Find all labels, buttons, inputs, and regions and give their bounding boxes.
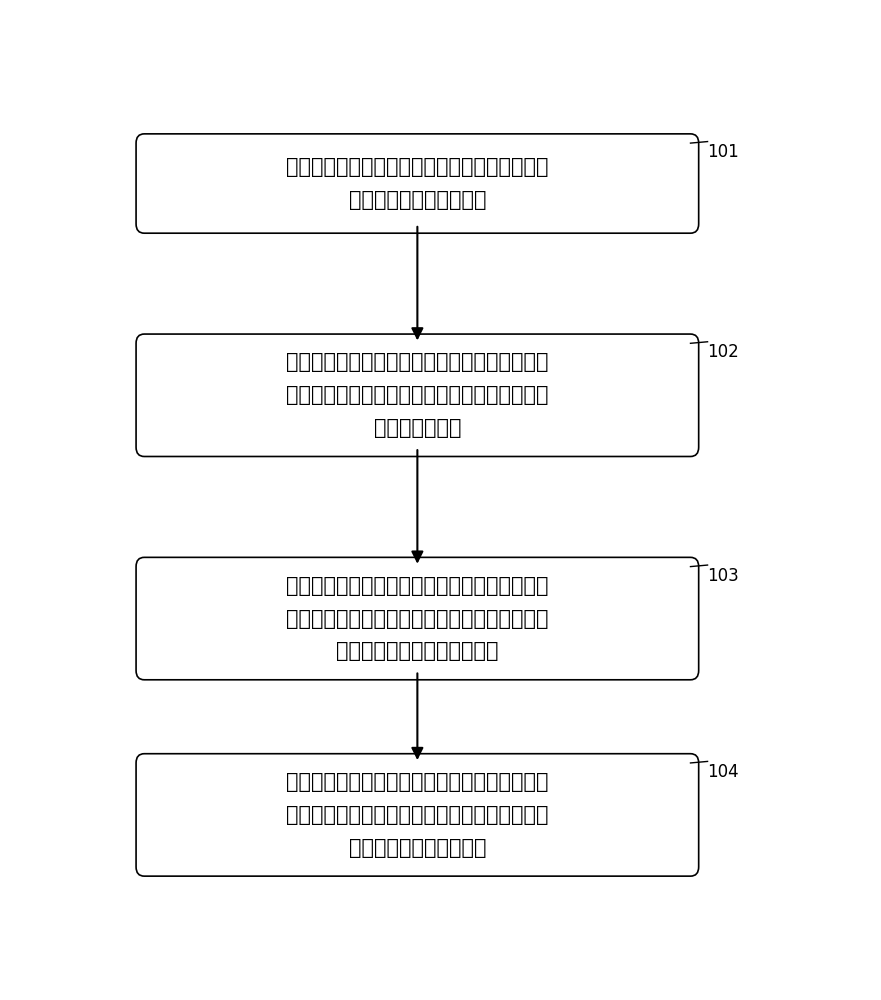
FancyBboxPatch shape [136,134,699,233]
Text: 根据有限元法分析电机的初步设计模型中影响电
机的齿槽转矩的参数，并选取可削弱电机的齿槽
转矩的参数数值: 根据有限元法分析电机的初步设计模型中影响电 机的齿槽转矩的参数，并选取可削弱电机… [286,352,549,438]
Text: 103: 103 [707,567,739,585]
Text: 根据参数数值对电机进行径向电磁力波的求解，
求出电机的定子齿部所受到的径向力波，并将获
得的求解结果进行谐响应分析: 根据参数数值对电机进行径向电磁力波的求解， 求出电机的定子齿部所受到的径向力波，… [286,576,549,661]
Text: 102: 102 [707,343,739,361]
Text: 101: 101 [707,143,739,161]
Text: 根据谐响应分析得到的振动加速度，将振动加速
度输出到电机的定子外壳，进行声场分析，获得
电机周围的噪声分布情况: 根据谐响应分析得到的振动加速度，将振动加速 度输出到电机的定子外壳，进行声场分析… [286,772,549,858]
Text: 通过磁路法设计，将电机的磁场简化为磁路，并
生成电机的初步设计模型: 通过磁路法设计，将电机的磁场简化为磁路，并 生成电机的初步设计模型 [286,157,549,210]
Text: 104: 104 [707,763,739,781]
FancyBboxPatch shape [136,334,699,456]
FancyBboxPatch shape [136,557,699,680]
FancyBboxPatch shape [136,754,699,876]
